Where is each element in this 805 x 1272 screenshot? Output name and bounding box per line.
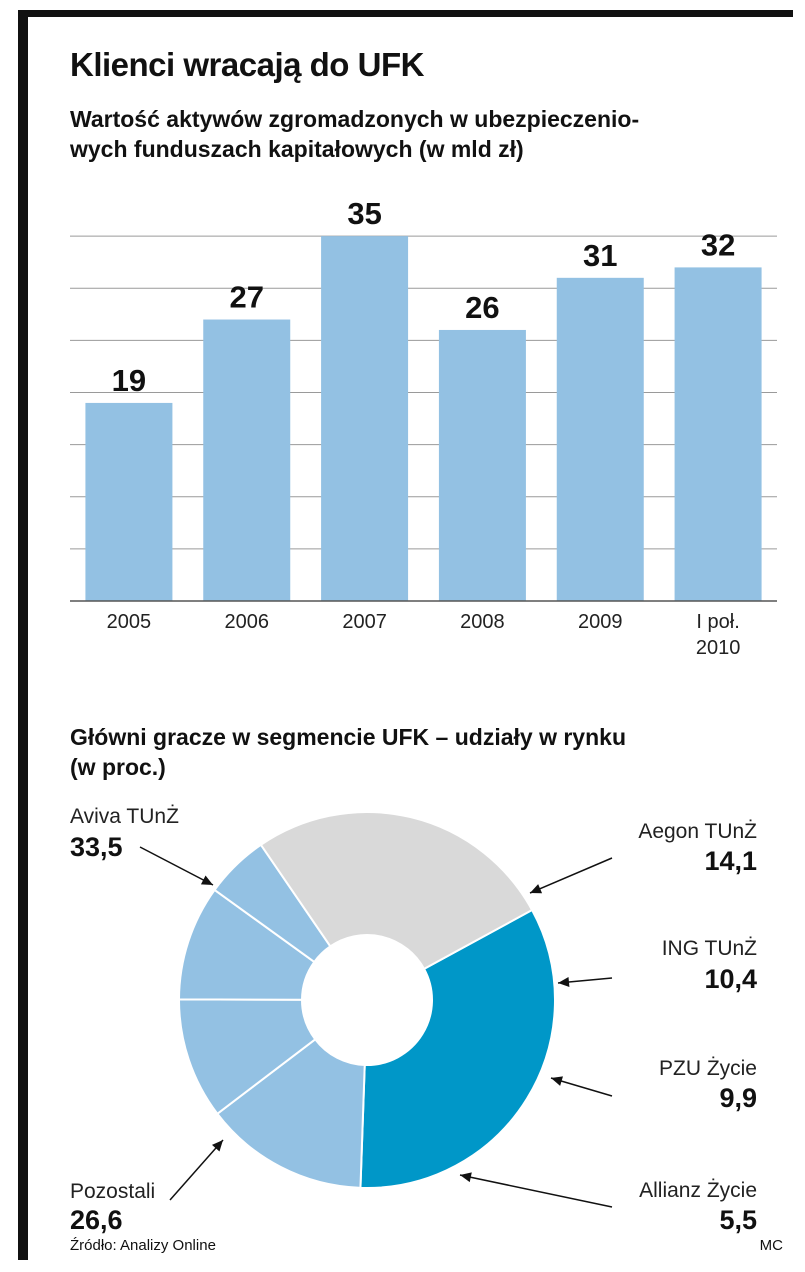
pie-slice-name-label: PZU Życie — [659, 1057, 757, 1080]
author-credit: MC — [759, 1237, 783, 1254]
pie-slice-name-label: ING TUnŻ — [662, 937, 757, 960]
leader-arrowhead — [211, 1140, 223, 1152]
pie-slice-name-label: Aegon TUnŻ — [638, 820, 757, 843]
leader-line — [459, 1174, 613, 1208]
pie-slice-value-label: 9,9 — [719, 1083, 757, 1113]
leader-line — [139, 846, 214, 886]
bar — [85, 402, 173, 601]
bar — [556, 277, 644, 601]
frame-top-bar — [18, 10, 793, 17]
pie-slice-name-label: Aviva TUnŻ — [70, 805, 179, 828]
bar-value-label: 26 — [465, 290, 499, 325]
pie-slice — [259, 811, 534, 971]
x-tick-label: 2010 — [696, 637, 741, 659]
bar-chart-subtitle: Wartość aktywów zgromadzonych w ubezpiec… — [70, 104, 790, 164]
pie-slice-value-label: 5,5 — [719, 1205, 757, 1235]
bar — [438, 329, 526, 601]
bar-value-label: 31 — [583, 238, 617, 273]
leader-arrowhead — [460, 1172, 472, 1183]
source-note: Źródło: Analizy Online — [70, 1237, 216, 1254]
bar-value-label: 19 — [112, 363, 146, 398]
x-tick-label: 2006 — [225, 611, 270, 633]
frame-left-bar — [18, 10, 28, 1260]
pie-slice-value-label: 10,4 — [704, 964, 757, 994]
bar — [674, 267, 762, 601]
page-title: Klienci wracają do UFK — [70, 46, 424, 83]
leader-line — [529, 857, 613, 894]
leader-line — [169, 1139, 224, 1201]
pie-slice — [359, 908, 556, 1189]
x-tick-label: 2005 — [107, 611, 152, 633]
pie-slice — [215, 1037, 366, 1189]
pie-slice-name-label: Allianz Życie — [639, 1179, 757, 1202]
bar-value-label: 35 — [347, 196, 381, 231]
pie-chart-title-line-2: (w proc.) — [70, 754, 166, 780]
x-tick-label: 2009 — [578, 611, 623, 633]
bar-chart-subtitle-line-1: Wartość aktywów zgromadzonych w ubezpiec… — [70, 106, 640, 132]
leader-arrowhead — [558, 977, 570, 987]
x-tick-label: 2007 — [342, 611, 387, 633]
pie-slice-value-label: 33,5 — [70, 832, 123, 862]
bar-value-label: 27 — [230, 280, 264, 315]
pie-slice-name-label: Pozostali — [70, 1180, 155, 1203]
x-tick-label: I poł. — [696, 611, 739, 633]
pie-chart-title-line-1: Główni gracze w segmencie UFK – udziały … — [70, 724, 626, 750]
leader-arrowhead — [551, 1076, 563, 1086]
leader-arrowhead — [530, 884, 543, 894]
pie-slice-value-label: 14,1 — [704, 846, 757, 876]
pie-chart-title: Główni gracze w segmencie UFK – udziały … — [70, 722, 790, 782]
pie-slice-value-label: 26,6 — [70, 1205, 123, 1235]
leader-arrowhead — [200, 875, 213, 885]
bar-value-label: 32 — [701, 227, 735, 262]
bar — [321, 236, 409, 601]
bar-chart-subtitle-line-2: wych funduszach kapitałowych (w mld zł) — [70, 136, 524, 162]
bar — [203, 319, 291, 601]
x-tick-label: 2008 — [460, 611, 505, 633]
